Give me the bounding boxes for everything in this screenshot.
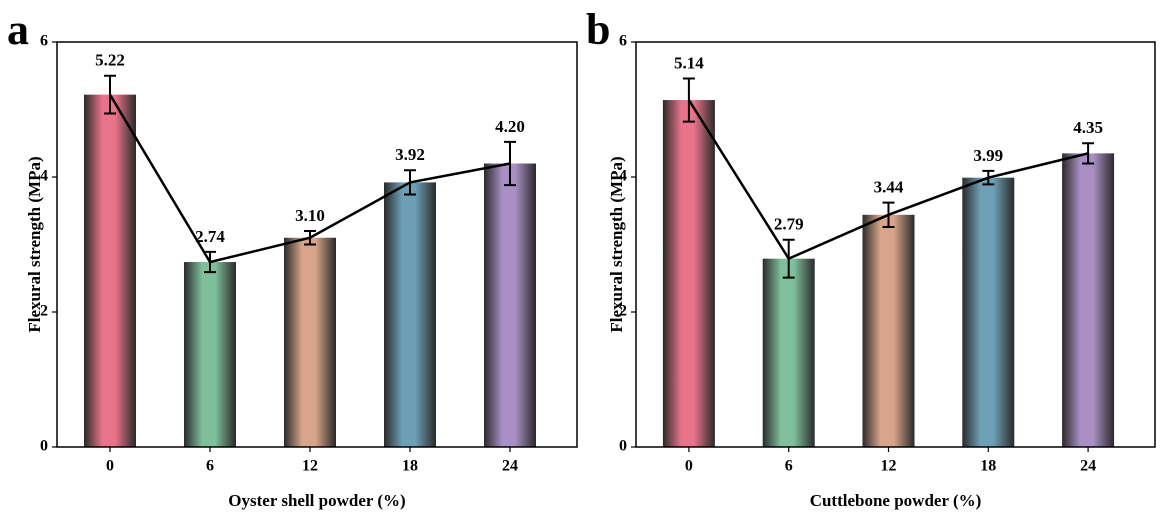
y-tick-label: 4 bbox=[619, 168, 627, 185]
x-tick-label: 0 bbox=[106, 458, 114, 475]
x-tick-label: 6 bbox=[206, 458, 214, 475]
bar bbox=[284, 237, 336, 447]
bar bbox=[1062, 153, 1115, 447]
x-tick-label: 12 bbox=[881, 458, 897, 475]
error-bar bbox=[782, 238, 795, 279]
value-label: 4.20 bbox=[495, 117, 525, 136]
value-label: 5.22 bbox=[95, 51, 125, 70]
y-tick-label: 0 bbox=[40, 438, 48, 455]
bar bbox=[762, 258, 815, 447]
y-tick-label: 0 bbox=[619, 438, 627, 455]
value-label: 2.79 bbox=[774, 215, 804, 234]
bar bbox=[84, 94, 136, 448]
panel-label: b bbox=[586, 5, 610, 54]
plot-frame bbox=[56, 41, 578, 448]
bar bbox=[384, 182, 436, 447]
x-axis-label: Oyster shell powder (%) bbox=[228, 491, 405, 510]
x-tick-label: 18 bbox=[402, 458, 418, 475]
error-bar bbox=[204, 250, 216, 274]
y-axis-label: Flexural strength (MPa) bbox=[607, 156, 626, 332]
value-label: 3.92 bbox=[395, 145, 425, 164]
error-bar bbox=[882, 201, 895, 228]
x-tick-label: 0 bbox=[685, 458, 693, 475]
x-tick-label: 12 bbox=[302, 458, 318, 475]
y-tick-label: 6 bbox=[619, 33, 627, 50]
panel-label: a bbox=[7, 5, 29, 54]
error-bar bbox=[404, 169, 416, 196]
value-label: 3.10 bbox=[295, 206, 325, 225]
error-bar bbox=[1082, 142, 1095, 165]
value-label: 4.35 bbox=[1073, 118, 1103, 137]
bar bbox=[962, 177, 1015, 448]
y-tick-label: 4 bbox=[40, 168, 48, 185]
error-bar bbox=[504, 140, 516, 187]
y-tick-label: 2 bbox=[40, 303, 48, 320]
y-tick-label: 6 bbox=[40, 33, 48, 50]
bar bbox=[862, 214, 915, 447]
x-tick-label: 24 bbox=[502, 458, 518, 475]
value-label: 5.14 bbox=[674, 53, 704, 72]
plot-frame bbox=[635, 41, 1156, 448]
x-tick-label: 18 bbox=[980, 458, 996, 475]
x-tick-label: 6 bbox=[785, 458, 793, 475]
x-tick-label: 24 bbox=[1080, 458, 1096, 475]
bar bbox=[484, 163, 536, 447]
y-tick-label: 2 bbox=[619, 303, 627, 320]
bar bbox=[662, 100, 715, 448]
bar bbox=[184, 262, 236, 447]
error-bar bbox=[682, 77, 695, 123]
error-bar bbox=[304, 230, 316, 246]
x-axis-label: Cuttlebone powder (%) bbox=[810, 491, 982, 510]
value-label: 2.74 bbox=[195, 227, 225, 246]
y-axis-label: Flexural strength (MPa) bbox=[25, 156, 44, 332]
error-bar bbox=[982, 169, 995, 186]
error-bar bbox=[104, 74, 116, 115]
value-label: 3.99 bbox=[973, 146, 1003, 165]
value-label: 3.44 bbox=[874, 178, 904, 197]
